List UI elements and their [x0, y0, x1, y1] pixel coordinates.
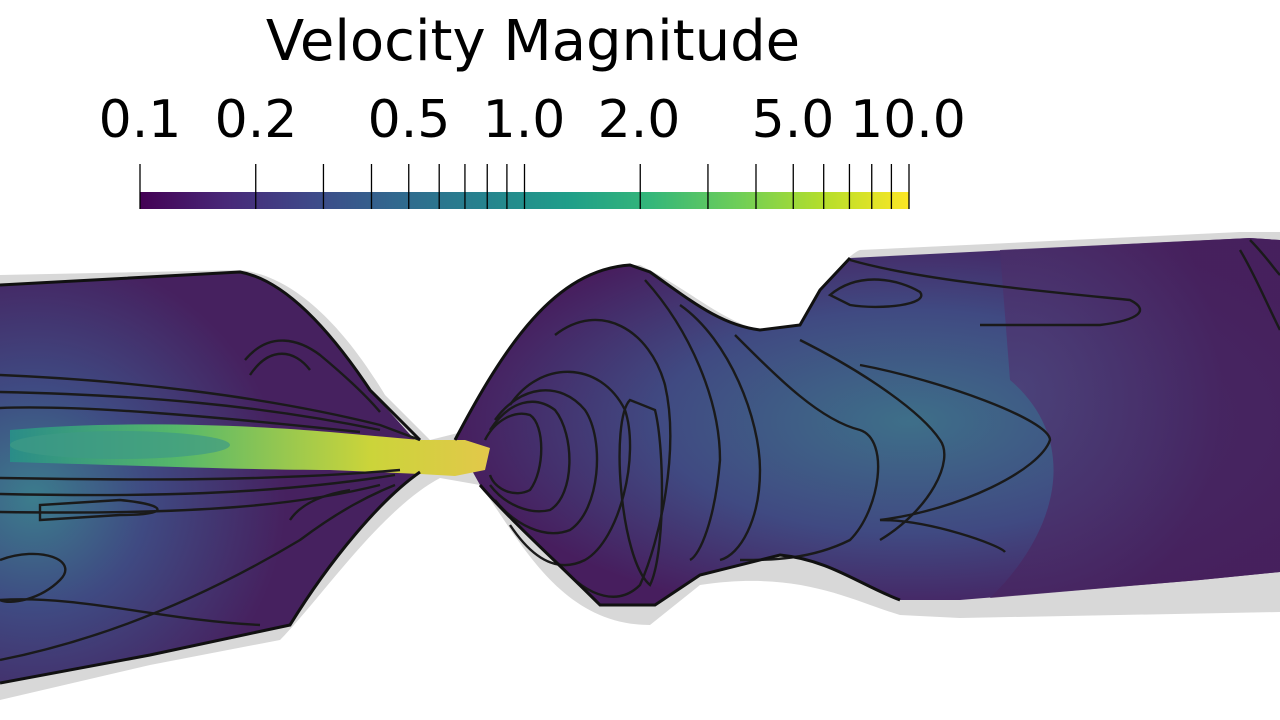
colorbar-title: Velocity Magnitude — [265, 9, 801, 74]
jet-tail — [10, 431, 230, 459]
colorbar-label-2.0: 2.0 — [597, 90, 681, 150]
colorbar-label-0.1: 0.1 — [98, 90, 182, 150]
vessel-right-far — [990, 238, 1280, 598]
vessel-edges — [0, 256, 901, 685]
colorbar-label-0.5: 0.5 — [367, 90, 451, 150]
colorbar-ticks — [139, 164, 910, 209]
colorbar-label-0.2: 0.2 — [214, 90, 298, 150]
colorbar-label-1.0: 1.0 — [482, 90, 566, 150]
vessel-left — [0, 272, 420, 683]
contour-lines — [0, 239, 1280, 662]
colorbar-label-10.0: 10.0 — [850, 90, 966, 150]
colorbar-label-5.0: 5.0 — [751, 90, 835, 150]
